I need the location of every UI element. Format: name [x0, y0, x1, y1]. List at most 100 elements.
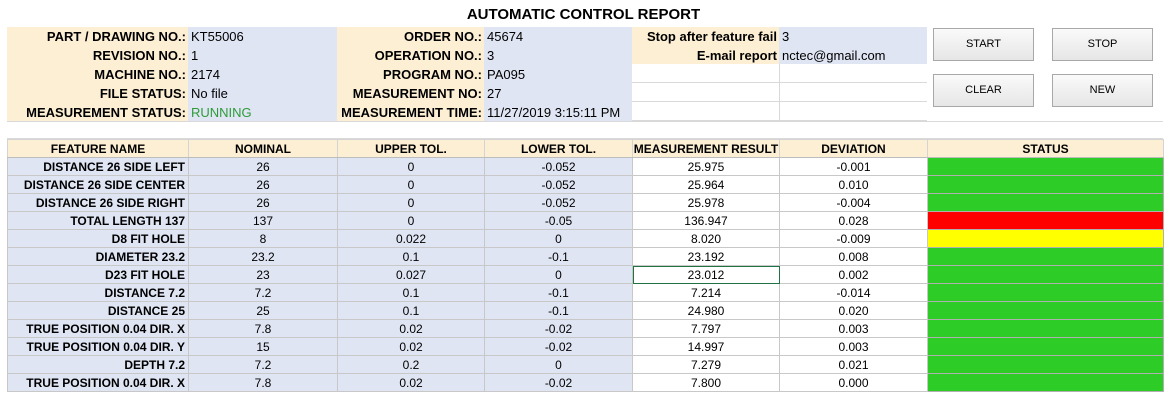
feature-name-cell[interactable]: DISTANCE 26 SIDE LEFT: [7, 157, 189, 176]
deviation-cell[interactable]: 0.000: [779, 373, 928, 392]
measurement-result-cell[interactable]: 23.012: [632, 265, 780, 284]
nominal-cell[interactable]: 23.2: [188, 247, 338, 266]
program-value[interactable]: PA095: [487, 67, 526, 82]
deviation-cell[interactable]: -0.004: [779, 193, 928, 212]
nominal-cell[interactable]: 26: [188, 157, 338, 176]
nominal-cell[interactable]: 15: [188, 337, 338, 356]
nominal-cell[interactable]: 25: [188, 301, 338, 320]
status-indicator-warning: [927, 229, 1164, 248]
deviation-cell[interactable]: 0.003: [779, 337, 928, 356]
feature-name-cell[interactable]: DISTANCE 26 SIDE RIGHT: [7, 193, 189, 212]
table-row: DISTANCE 26 SIDE RIGHT 26 0 -0.052 25.978 -0.…: [7, 193, 1164, 212]
lower-tol-cell[interactable]: 0: [484, 229, 633, 248]
measurement-result-cell[interactable]: 7.800: [632, 373, 780, 392]
lower-tol-cell[interactable]: -0.1: [484, 283, 633, 302]
upper-tol-cell[interactable]: 0.022: [337, 229, 485, 248]
measurement-result-cell[interactable]: 7.797: [632, 319, 780, 338]
lower-tol-cell[interactable]: -0.052: [484, 193, 633, 212]
lower-tol-cell[interactable]: -0.02: [484, 337, 633, 356]
header-values-bg-mid: [484, 27, 632, 121]
order-value[interactable]: 45674: [487, 29, 524, 44]
nominal-cell[interactable]: 137: [188, 211, 338, 230]
file-status-value: No file: [191, 86, 228, 101]
deviation-cell[interactable]: 0.010: [779, 175, 928, 194]
lower-tol-cell[interactable]: 0: [484, 265, 633, 284]
nominal-cell[interactable]: 7.8: [188, 319, 338, 338]
upper-tol-cell[interactable]: 0.02: [337, 373, 485, 392]
measurement-result-cell[interactable]: 8.020: [632, 229, 780, 248]
feature-name-cell[interactable]: DISTANCE 26 SIDE CENTER: [7, 175, 189, 194]
measurement-no-label: MEASUREMENT NO:: [352, 86, 482, 101]
measurement-result-cell[interactable]: 23.192: [632, 247, 780, 266]
deviation-cell[interactable]: 0.021: [779, 355, 928, 374]
operation-value[interactable]: 3: [487, 48, 495, 63]
deviation-cell[interactable]: -0.014: [779, 283, 928, 302]
revision-value[interactable]: 1: [191, 48, 199, 63]
clear-button[interactable]: CLEAR: [933, 74, 1034, 107]
measurement-result-cell[interactable]: 25.978: [632, 193, 780, 212]
lower-tol-cell[interactable]: -0.052: [484, 175, 633, 194]
stop-after-fail-value[interactable]: 3: [782, 29, 790, 44]
measurement-result-cell[interactable]: 136.947: [632, 211, 780, 230]
feature-name-cell[interactable]: DEPTH 7.2: [7, 355, 189, 374]
nominal-cell[interactable]: 7.2: [188, 355, 338, 374]
deviation-cell[interactable]: -0.001: [779, 157, 928, 176]
email-report-value[interactable]: nctec@gmail.com: [782, 48, 886, 63]
upper-tol-cell[interactable]: 0.02: [337, 337, 485, 356]
lower-tol-cell[interactable]: -0.05: [484, 211, 633, 230]
deviation-cell[interactable]: -0.009: [779, 229, 928, 248]
nominal-cell[interactable]: 26: [188, 193, 338, 212]
col-lower-tol: LOWER TOL.: [484, 139, 633, 158]
machine-value[interactable]: 2174: [191, 67, 220, 82]
lower-tol-cell[interactable]: -0.1: [484, 301, 633, 320]
upper-tol-cell[interactable]: 0: [337, 157, 485, 176]
deviation-cell[interactable]: 0.008: [779, 247, 928, 266]
nominal-cell[interactable]: 26: [188, 175, 338, 194]
measurement-result-cell[interactable]: 7.214: [632, 283, 780, 302]
table-header-row: FEATURE NAME NOMINAL UPPER TOL. LOWER TO…: [7, 139, 1164, 158]
deviation-cell[interactable]: 0.020: [779, 301, 928, 320]
nominal-cell[interactable]: 7.8: [188, 373, 338, 392]
nominal-cell[interactable]: 7.2: [188, 283, 338, 302]
measurement-result-cell[interactable]: 25.964: [632, 175, 780, 194]
feature-name-cell[interactable]: TRUE POSITION 0.04 DIR. X: [7, 319, 189, 338]
feature-name-cell[interactable]: DISTANCE 7.2: [7, 283, 189, 302]
deviation-cell[interactable]: 0.028: [779, 211, 928, 230]
deviation-cell[interactable]: 0.002: [779, 265, 928, 284]
feature-name-cell[interactable]: D8 FIT HOLE: [7, 229, 189, 248]
measurement-result-cell[interactable]: 25.975: [632, 157, 780, 176]
upper-tol-cell[interactable]: 0.1: [337, 301, 485, 320]
upper-tol-cell[interactable]: 0.02: [337, 319, 485, 338]
feature-name-cell[interactable]: TRUE POSITION 0.04 DIR. X: [7, 373, 189, 392]
lower-tol-cell[interactable]: -0.052: [484, 157, 633, 176]
lower-tol-cell[interactable]: -0.1: [484, 247, 633, 266]
table-row: DISTANCE 26 SIDE CENTER 26 0 -0.052 25.964 0.…: [7, 175, 1164, 194]
grid-line: [779, 64, 780, 121]
stop-button[interactable]: STOP: [1052, 28, 1153, 61]
nominal-cell[interactable]: 8: [188, 229, 338, 248]
feature-name-cell[interactable]: DISTANCE 25: [7, 301, 189, 320]
new-button[interactable]: NEW: [1052, 74, 1153, 107]
lower-tol-cell[interactable]: -0.02: [484, 373, 633, 392]
nominal-cell[interactable]: 23: [188, 265, 338, 284]
upper-tol-cell[interactable]: 0.027: [337, 265, 485, 284]
upper-tol-cell[interactable]: 0.1: [337, 247, 485, 266]
feature-name-cell[interactable]: TOTAL LENGTH 137: [7, 211, 189, 230]
status-indicator-ok: [927, 193, 1164, 212]
measurement-result-cell[interactable]: 24.980: [632, 301, 780, 320]
start-button[interactable]: START: [933, 28, 1034, 61]
feature-name-cell[interactable]: TRUE POSITION 0.04 DIR. Y: [7, 337, 189, 356]
lower-tol-cell[interactable]: 0: [484, 355, 633, 374]
upper-tol-cell[interactable]: 0.1: [337, 283, 485, 302]
feature-name-cell[interactable]: D23 FIT HOLE: [7, 265, 189, 284]
upper-tol-cell[interactable]: 0: [337, 193, 485, 212]
measurement-result-cell[interactable]: 14.997: [632, 337, 780, 356]
part-value[interactable]: KT55006: [191, 29, 244, 44]
upper-tol-cell[interactable]: 0.2: [337, 355, 485, 374]
lower-tol-cell[interactable]: -0.02: [484, 319, 633, 338]
deviation-cell[interactable]: 0.003: [779, 319, 928, 338]
upper-tol-cell[interactable]: 0: [337, 211, 485, 230]
upper-tol-cell[interactable]: 0: [337, 175, 485, 194]
feature-name-cell[interactable]: DIAMETER 23.2: [7, 247, 189, 266]
measurement-result-cell[interactable]: 7.279: [632, 355, 780, 374]
